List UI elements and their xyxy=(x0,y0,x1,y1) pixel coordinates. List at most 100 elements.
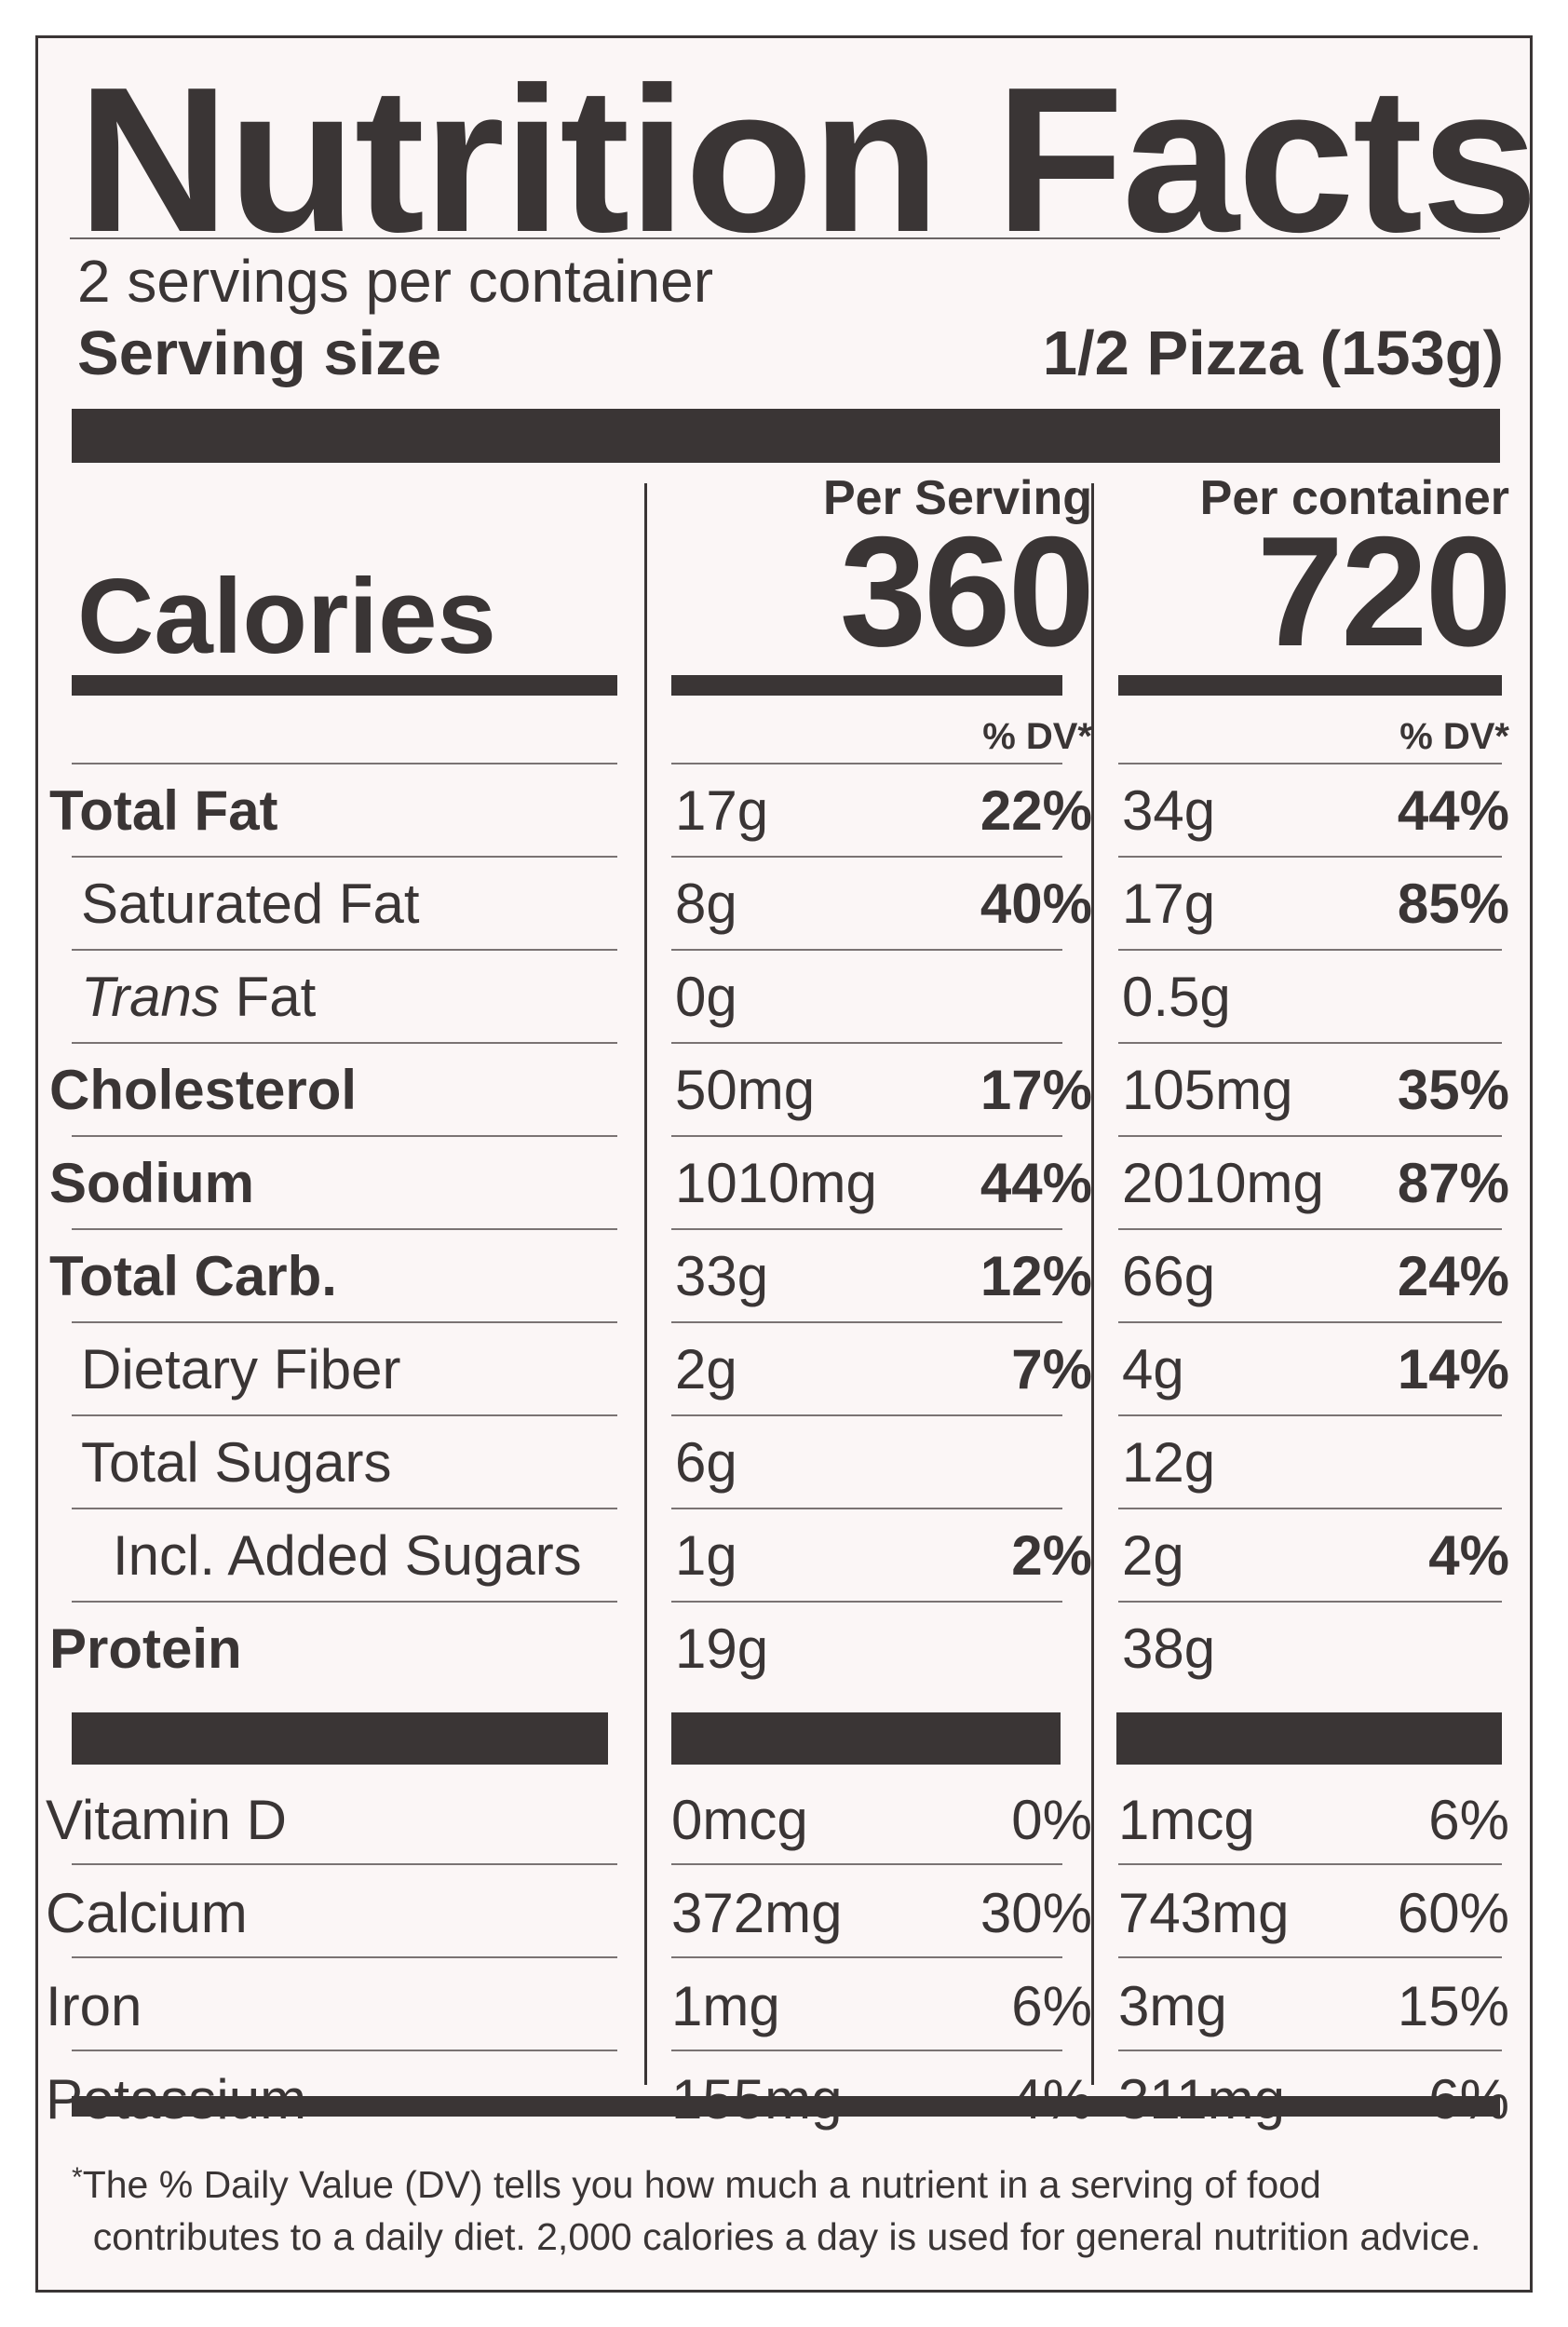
thick-divider-bottom xyxy=(72,2096,1500,2117)
container-dv: 15% xyxy=(1398,1979,1509,2035)
nutrient-name: Total Sugars xyxy=(81,1435,392,1491)
serving-amount: 1mg xyxy=(671,1979,780,2035)
row-separator xyxy=(1118,1414,1502,1416)
serving-size-value: 1/2 Pizza (153g) xyxy=(1043,318,1504,389)
nutrient-name: Incl. Added Sugars xyxy=(113,1528,582,1584)
row-separator xyxy=(1118,763,1502,764)
row-separator xyxy=(671,1508,1062,1509)
serving-amount: 33g xyxy=(675,1249,768,1305)
row-separator xyxy=(1118,2050,1502,2051)
calories-bar-2 xyxy=(671,675,1062,696)
container-dv: 87% xyxy=(1398,1156,1509,1211)
row-separator xyxy=(671,1228,1062,1230)
container-dv: 14% xyxy=(1398,1342,1509,1398)
container-amount: 743mg xyxy=(1118,1886,1289,1941)
container-dv: 24% xyxy=(1398,1249,1509,1305)
serving-dv: 2% xyxy=(1011,1528,1092,1584)
row-separator xyxy=(72,1042,617,1044)
container-amount: 105mg xyxy=(1122,1062,1292,1118)
footnote: *The % Daily Value (DV) tells you how mu… xyxy=(72,2152,1480,2263)
serving-amount: 2g xyxy=(675,1342,737,1398)
nutrient-name-text: Saturated Fat xyxy=(81,873,420,935)
servings-per-container: 2 servings per container xyxy=(77,247,713,316)
row-separator xyxy=(72,1135,617,1137)
container-amount: 12g xyxy=(1122,1435,1215,1491)
footnote-line-1: The % Daily Value (DV) tells you how muc… xyxy=(83,2163,1321,2206)
serving-amount: 1010mg xyxy=(675,1156,877,1211)
serving-amount: 6g xyxy=(675,1435,737,1491)
row-separator xyxy=(671,1414,1062,1416)
nutrient-name-text: Dietary Fiber xyxy=(81,1338,400,1400)
container-dv: 60% xyxy=(1398,1886,1509,1941)
container-amount: 34g xyxy=(1122,783,1215,839)
vitamin-section-bar xyxy=(1116,1712,1502,1765)
container-amount: 17g xyxy=(1122,876,1215,932)
serving-amount: 17g xyxy=(675,783,768,839)
nutrient-name: Total Carb. xyxy=(49,1249,337,1305)
container-dv: 6% xyxy=(1428,1793,1509,1848)
serving-dv: 40% xyxy=(980,876,1092,932)
nutrient-name: Dietary Fiber xyxy=(81,1342,400,1398)
container-amount: 2g xyxy=(1122,1528,1184,1584)
vitamin-name: Calcium xyxy=(46,1886,248,1941)
container-dv: 35% xyxy=(1398,1062,1509,1118)
row-separator xyxy=(671,763,1062,764)
calories-label: Calories xyxy=(77,564,496,670)
container-amount: 4g xyxy=(1122,1342,1184,1398)
row-separator xyxy=(1118,1956,1502,1958)
nutrient-name-text: Incl. Added Sugars xyxy=(113,1524,582,1587)
serving-amount: 1g xyxy=(675,1528,737,1584)
row-separator xyxy=(671,1042,1062,1044)
row-separator xyxy=(671,856,1062,858)
row-separator xyxy=(72,1414,617,1416)
serving-amount: 50mg xyxy=(675,1062,815,1118)
nutrient-name-italic: Trans xyxy=(81,966,220,1028)
container-amount: 2010mg xyxy=(1122,1156,1324,1211)
row-separator xyxy=(72,949,617,951)
nutrient-name: Protein xyxy=(49,1621,242,1677)
row-separator xyxy=(1118,1601,1502,1603)
serving-amount: 0mcg xyxy=(671,1793,808,1848)
serving-amount: 0g xyxy=(675,969,737,1025)
nutrient-name-text: Total Sugars xyxy=(81,1431,392,1494)
row-separator xyxy=(671,1321,1062,1323)
container-dv: 4% xyxy=(1428,1528,1509,1584)
row-separator xyxy=(671,1135,1062,1137)
serving-dv: 17% xyxy=(980,1062,1092,1118)
thick-divider-top xyxy=(72,409,1500,463)
row-separator xyxy=(72,856,617,858)
row-separator xyxy=(72,763,617,764)
serving-dv: 22% xyxy=(980,783,1092,839)
row-separator xyxy=(1118,1228,1502,1230)
calories-per-serving: 360 xyxy=(840,513,1092,670)
row-separator xyxy=(1118,949,1502,951)
nutrition-facts-label: Nutrition Facts 2 servings per container… xyxy=(35,35,1533,2293)
nutrient-name: Sodium xyxy=(49,1156,254,1211)
vitamin-section-bar xyxy=(671,1712,1061,1765)
container-amount: 1mcg xyxy=(1118,1793,1255,1848)
serving-dv: 44% xyxy=(980,1156,1092,1211)
serving-dv: 30% xyxy=(980,1886,1092,1941)
calories-per-container: 720 xyxy=(1257,513,1509,670)
footnote-line-2: contributes to a daily diet. 2,000 calor… xyxy=(93,2215,1481,2258)
row-separator xyxy=(671,949,1062,951)
nutrient-name-text: Total Fat xyxy=(49,779,278,842)
container-dv: 85% xyxy=(1398,876,1509,932)
row-separator xyxy=(72,1228,617,1230)
row-separator xyxy=(1118,1863,1502,1865)
container-amount: 38g xyxy=(1122,1621,1215,1677)
row-separator xyxy=(671,1956,1062,1958)
calories-bar-3 xyxy=(1118,675,1502,696)
container-dv: 44% xyxy=(1398,783,1509,839)
nutrient-name-text: Cholesterol xyxy=(49,1059,357,1121)
serving-dv: 12% xyxy=(980,1249,1092,1305)
serving-size-label: Serving size xyxy=(77,318,441,389)
calories-bar-1 xyxy=(72,675,617,696)
row-separator xyxy=(72,1956,617,1958)
row-separator xyxy=(72,2050,617,2051)
dv-header-container: % DV* xyxy=(1399,716,1509,758)
row-separator xyxy=(72,1863,617,1865)
row-separator xyxy=(72,1321,617,1323)
nutrient-name-text: Protein xyxy=(49,1617,242,1680)
nutrient-name-text: Sodium xyxy=(49,1152,254,1214)
